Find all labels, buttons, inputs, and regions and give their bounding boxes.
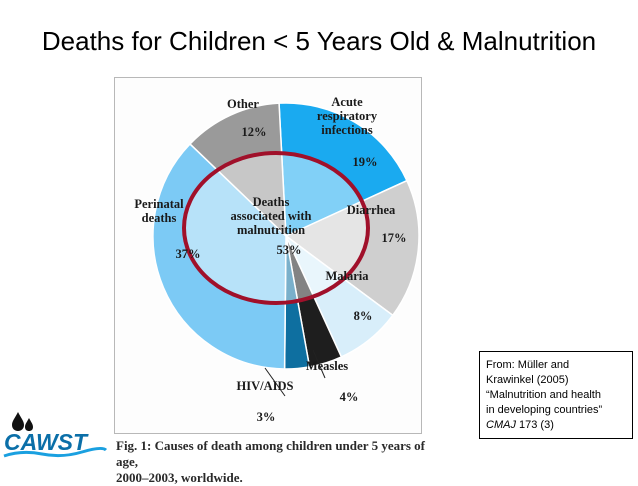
source-line-5: CMAJ 173 (3) <box>486 418 626 433</box>
leader-line-hiv-aids <box>264 367 286 397</box>
slice-value-other: 12% <box>242 125 267 139</box>
malnutrition-overlay-fill <box>184 153 368 303</box>
slice-value-hiv-aids: 3% <box>257 410 276 424</box>
cawst-logo: CAWST <box>3 412 108 458</box>
slice-value-acute-respiratory-infections: 19% <box>353 155 378 169</box>
malnutrition-value: 53% <box>277 243 302 257</box>
slide-title: Deaths for Children < 5 Years Old & Maln… <box>41 26 597 56</box>
slice-label-acute-respiratory-infections: Acute respiratory infections <box>317 95 378 137</box>
slice-label-perinatal-deaths: Perinatal deaths <box>134 197 184 225</box>
pie-slice-diarrhea <box>284 179 420 317</box>
source-volume: 173 (3) <box>515 419 554 431</box>
slice-value-perinatal-deaths: 37% <box>176 247 201 261</box>
water-drop-icon-small <box>25 418 33 431</box>
pie-slice-acute-respiratory-infections <box>278 102 408 238</box>
slice-label-hiv-aids: HIV/AIDS <box>237 379 294 393</box>
slice-label-measles: Measles <box>306 359 348 373</box>
pie-slice-perinatal-deaths <box>152 142 287 370</box>
wave-icon <box>3 446 108 458</box>
water-drop-icon <box>12 412 24 431</box>
caption-line-2: 2000–2003, worldwide. <box>116 470 243 485</box>
pie-chart: Acute respiratory infections 19% Diarrhea 17%… <box>134 95 420 424</box>
source-journal: CMAJ <box>486 419 516 431</box>
logo-text: CAWST <box>4 429 89 455</box>
source-line-2: Krawinkel (2005) <box>486 374 569 386</box>
source-citation-box: From: Müller and Krawinkel (2005) “Malnu… <box>479 351 633 439</box>
figure-panel: Acute respiratory infections 19% Diarrhea 17%… <box>114 77 422 434</box>
slice-label-other: Other <box>227 97 259 111</box>
leader-line-measles <box>312 349 326 379</box>
slice-label-malaria: Malaria <box>325 269 369 283</box>
malnutrition-label: Deaths associated with malnutrition <box>231 195 312 237</box>
slice-value-measles: 4% <box>340 390 359 404</box>
pie-slice-other <box>188 102 287 238</box>
slice-label-diarrhea: Diarrhea <box>347 203 396 217</box>
malnutrition-ring <box>182 151 370 305</box>
figure-caption: Fig. 1: Causes of death among children u… <box>116 438 446 486</box>
source-line-1: From: Müller and <box>486 359 570 371</box>
caption-line-1: Fig. 1: Causes of death among children u… <box>116 438 425 469</box>
slice-value-malaria: 8% <box>354 309 373 323</box>
source-line-3: “Malnutrition and health <box>486 389 601 401</box>
source-line-4: in developing countries” <box>486 404 603 416</box>
slice-value-diarrhea: 17% <box>382 231 407 245</box>
